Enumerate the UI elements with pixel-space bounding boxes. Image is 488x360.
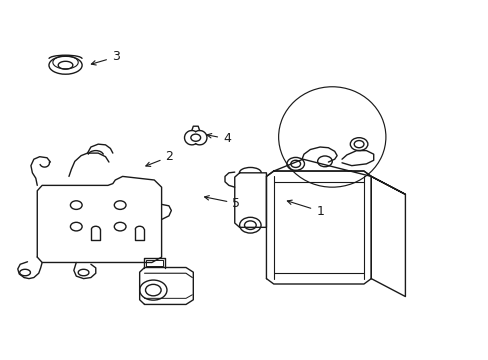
Text: 3: 3 — [91, 50, 120, 65]
Text: 1: 1 — [287, 200, 324, 218]
Text: 4: 4 — [206, 132, 230, 145]
Text: 2: 2 — [145, 150, 173, 166]
Text: 5: 5 — [204, 195, 240, 210]
